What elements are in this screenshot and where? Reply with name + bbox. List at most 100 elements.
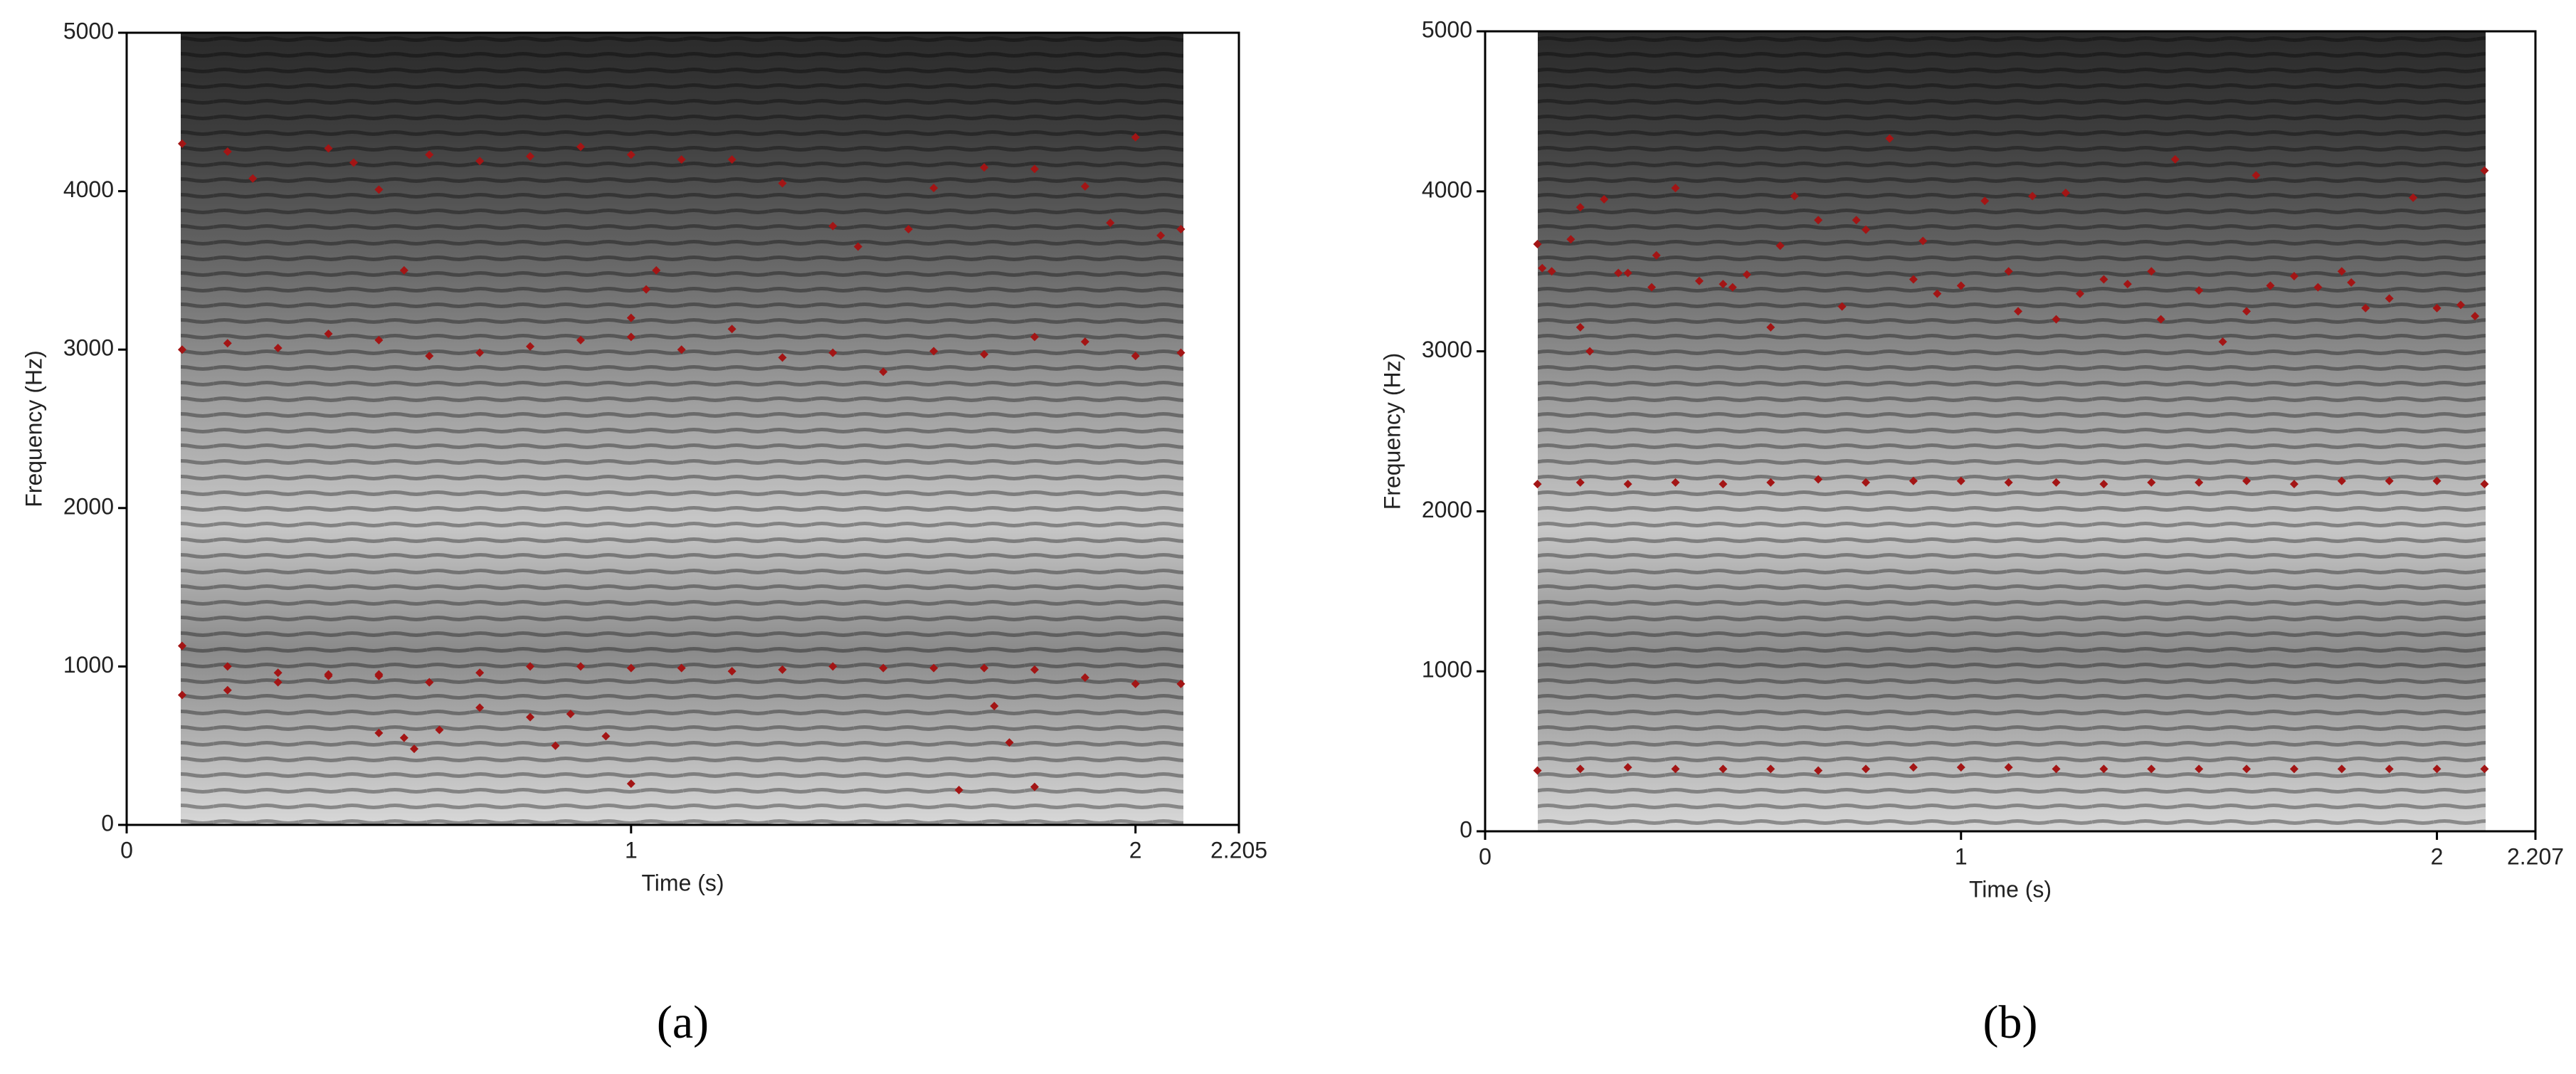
formant-point: [626, 663, 635, 673]
formant-point: [576, 335, 585, 344]
spectrogram-harmonics: [1538, 31, 2486, 831]
formant-point: [425, 352, 434, 361]
formant-point: [980, 663, 989, 673]
formant-point: [1719, 480, 1728, 489]
formant-point: [1131, 132, 1140, 142]
formant-point: [526, 342, 535, 351]
formant-point: [324, 671, 333, 680]
formant-point: [1862, 225, 1871, 234]
formant-point: [1956, 763, 1965, 772]
caption: (a): [657, 996, 709, 1048]
formant-point: [954, 786, 964, 795]
formant-point: [2052, 315, 2061, 324]
formant-point: [626, 779, 635, 789]
plot-frame: [1484, 30, 2537, 833]
formant-point: [2195, 478, 2204, 487]
formant-point: [2014, 307, 2023, 316]
formant-point: [1575, 322, 1585, 332]
x-tick-label: 2.207: [2507, 843, 2564, 869]
formant-point: [1814, 475, 1823, 484]
formant-point: [177, 641, 186, 651]
formant-point: [1005, 738, 1014, 747]
formant-point: [727, 155, 737, 164]
formant-point: [1909, 763, 1918, 772]
formant-point: [324, 144, 333, 153]
formant-point: [1623, 480, 1632, 489]
formant-point: [1862, 764, 1871, 774]
formant-point: [2156, 315, 2165, 324]
y-tick-label: 5000: [63, 18, 114, 43]
formant-point: [248, 174, 258, 183]
formant-point: [425, 678, 434, 687]
formant-point: [1980, 196, 1990, 206]
formant-point: [2123, 280, 2132, 289]
formant-point: [2432, 764, 2442, 774]
formant-point: [2147, 267, 2156, 276]
formant-point: [2004, 267, 2013, 276]
y-tick-label: 0: [101, 810, 114, 836]
formant-point: [1918, 236, 1928, 246]
formant-point: [929, 184, 939, 193]
x-tick-label: 0: [1479, 843, 1492, 869]
y-tick-label: 4000: [1422, 177, 1472, 202]
formant-point: [374, 728, 384, 737]
formant-point: [1862, 478, 1871, 487]
formant-point: [828, 221, 838, 231]
formant-point: [677, 345, 686, 354]
formant-point: [1600, 195, 1609, 204]
formant-point: [2432, 476, 2442, 485]
spectrogram-harmonics: [181, 33, 1183, 825]
formant-point: [1719, 764, 1728, 774]
formant-point: [1766, 764, 1775, 774]
formant-point: [2004, 763, 2013, 772]
formant-point: [576, 662, 585, 671]
formant-point: [1694, 276, 1704, 285]
formant-point: [1106, 219, 1115, 228]
formant-point: [2337, 476, 2346, 485]
formant-point: [2099, 480, 2108, 489]
formant-point: [1533, 239, 1542, 248]
formant-point: [425, 150, 434, 159]
formant-point: [2432, 303, 2442, 312]
x-tick-label: 2: [2431, 843, 2444, 869]
x-tick-label: 1: [1955, 843, 1968, 869]
formant-point: [980, 163, 989, 172]
plot-frame: [125, 31, 1240, 826]
formant-point: [677, 663, 686, 673]
x-tick-label: 1: [625, 837, 638, 863]
formant-point: [626, 150, 635, 159]
formant-point: [2266, 281, 2275, 290]
formant-point: [1956, 476, 1965, 485]
formant-point: [2361, 303, 2370, 312]
formant-point: [526, 152, 535, 161]
formant-point: [601, 732, 611, 741]
formant-point: [1742, 270, 1751, 279]
formant-point: [1814, 216, 1823, 225]
formant-point: [879, 367, 888, 377]
formant-point: [177, 690, 186, 700]
formant-point: [1566, 235, 1575, 244]
y-tick-label: 2000: [63, 493, 114, 519]
y-tick-label: 3000: [63, 335, 114, 361]
formant-point: [2052, 478, 2061, 487]
formant-point: [2242, 307, 2252, 316]
formant-point: [551, 741, 560, 750]
x-tick-label: 2: [1129, 837, 1142, 863]
formant-point: [1623, 763, 1632, 772]
formant-point: [980, 349, 989, 359]
formant-point: [904, 225, 913, 234]
formant-point: [1719, 280, 1728, 289]
formant-point: [1533, 480, 1542, 489]
formant-point: [576, 142, 585, 152]
formant-point: [1885, 134, 1894, 143]
y-tick-label: 3000: [1422, 337, 1472, 362]
formant-point: [1030, 665, 1039, 674]
formant-point: [1766, 478, 1775, 487]
formant-point: [1766, 322, 1775, 332]
formant-point: [2099, 764, 2108, 774]
formant-point: [778, 179, 787, 188]
formant-point: [223, 147, 232, 156]
formant-point: [2471, 312, 2480, 321]
formant-point: [2480, 764, 2489, 774]
formant-point: [1533, 766, 1542, 775]
